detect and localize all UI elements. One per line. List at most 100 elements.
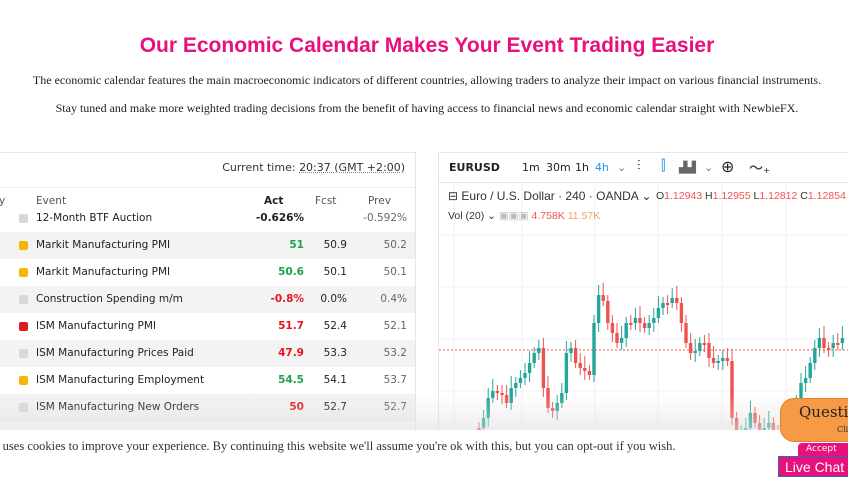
candle — [569, 348, 573, 353]
impact-icon — [19, 214, 28, 223]
candle — [638, 318, 642, 323]
candle — [587, 371, 592, 375]
candle — [642, 323, 647, 328]
interval-4h[interactable]: 4h — [595, 161, 609, 174]
cookie-banner: e uses cookies to improve your experienc… — [0, 430, 848, 477]
table-row[interactable]: Markit Manufacturing PMI 51 50.9 50.2 — [0, 232, 415, 259]
previous-value: 53.2 — [383, 347, 407, 359]
forecast-value: 50.1 — [323, 266, 347, 278]
candle — [615, 333, 619, 343]
candle — [583, 368, 587, 371]
chevron-down-icon[interactable]: ⌄ — [617, 161, 627, 174]
candle — [822, 338, 826, 348]
candle — [721, 358, 725, 361]
impact-icon — [19, 376, 28, 385]
previous-value: 50.1 — [383, 266, 407, 278]
interval-30m[interactable]: 30m — [546, 161, 571, 174]
previous-value: 53.7 — [383, 374, 407, 386]
live-chat-button[interactable]: Live Chat — [778, 456, 848, 477]
event-name: 12-Month BTF Auction — [36, 212, 153, 224]
table-row[interactable]: ISM Manufacturing Employment 54.5 54.1 5… — [0, 367, 415, 394]
candle — [711, 358, 716, 363]
forecast-value: 50.9 — [323, 239, 347, 251]
candle — [665, 303, 670, 305]
candle — [698, 343, 702, 351]
candle — [716, 361, 720, 363]
candle — [730, 361, 734, 418]
chart-legend: ⊟ Euro / U.S. Dollar · 240 · OANDA ⌄ — [448, 189, 652, 203]
actual-value: 51 — [289, 239, 304, 251]
candle — [592, 323, 596, 375]
event-name: Construction Spending m/m — [36, 293, 183, 305]
interval-1h[interactable]: 1h — [575, 161, 589, 174]
page-title: Our Economic Calendar Makes Your Event T… — [139, 34, 715, 57]
actual-value: 51.7 — [278, 320, 304, 332]
event-name: Markit Manufacturing PMI — [36, 266, 171, 278]
table-row[interactable]: Construction Spending m/m -0.8% 0.0% 0.4… — [0, 286, 415, 313]
price-chart[interactable]: EURUSD 1m 30m 1h 4h ⌄ ⫶ ⫿ ▟▟ ⌄ ⊕ 〜₊ ⊟ Eu… — [438, 152, 848, 433]
volume-legend: Vol (20) ⌄ ▣▣▣ 4.758K 11.57K — [448, 210, 601, 222]
candle — [527, 363, 532, 373]
previous-value: 50.2 — [383, 239, 407, 251]
candle — [840, 338, 845, 343]
intro-text-2: Stay tuned and make more weighted tradin… — [55, 101, 799, 115]
add-indicator-icon[interactable]: ⊕ — [721, 157, 735, 176]
current-time: Current time: 20:37 (GMT +2:00) — [222, 161, 405, 174]
candle — [610, 323, 615, 333]
candle — [532, 353, 536, 363]
event-name: ISM Manufacturing Employment — [36, 374, 205, 386]
candle — [601, 295, 605, 301]
candle — [702, 343, 707, 345]
question-bubble[interactable]: Questi Cli — [780, 398, 848, 442]
candle — [826, 348, 831, 350]
impact-icon — [19, 322, 28, 331]
chevron-down-icon[interactable]: ⌄ — [704, 161, 714, 174]
candle — [688, 343, 693, 353]
candle — [707, 343, 711, 358]
candle — [656, 308, 661, 318]
previous-value: -0.592% — [363, 212, 407, 224]
symbol[interactable]: EURUSD — [449, 161, 500, 174]
candle — [836, 343, 840, 345]
event-name: ISM Manufacturing Prices Paid — [36, 347, 194, 359]
actual-value: 50.6 — [278, 266, 304, 278]
candles-icon[interactable]: ⫿ — [661, 158, 666, 174]
candle — [624, 323, 628, 338]
candle — [808, 363, 812, 378]
table-row[interactable]: 12-Month BTF Auction -0.626% -0.592% — [0, 205, 415, 232]
forecast-value: 54.1 — [323, 374, 347, 386]
candle — [578, 363, 582, 368]
actual-value: -0.8% — [270, 293, 304, 305]
accept-button[interactable]: Accept — [798, 443, 848, 456]
candle — [495, 391, 500, 393]
candle — [523, 373, 527, 378]
candle — [817, 338, 822, 348]
overlay-fade — [0, 395, 848, 435]
forecast-value: 52.4 — [323, 320, 347, 332]
economic-calendar: Current time: 20:37 (GMT +2:00) y Event … — [0, 152, 416, 432]
forecast-value: 0.0% — [320, 293, 347, 305]
candle — [799, 383, 803, 403]
candle — [541, 348, 546, 388]
compare-icon[interactable]: 〜₊ — [749, 161, 771, 177]
candle — [803, 378, 808, 383]
candle — [725, 358, 730, 361]
table-header: y Event Act Fcst Prev — [0, 187, 415, 213]
event-name: ISM Manufacturing PMI — [36, 320, 157, 332]
forecast-value: 53.3 — [323, 347, 347, 359]
table-row[interactable]: ISM Manufacturing Prices Paid 47.9 53.3 … — [0, 340, 415, 367]
bar-chart-icon[interactable]: ⫶ — [637, 158, 641, 174]
previous-value: 0.4% — [380, 293, 407, 305]
interval-1m[interactable]: 1m — [522, 161, 540, 174]
candle — [596, 295, 601, 323]
previous-value: 52.1 — [383, 320, 407, 332]
candle — [633, 318, 638, 323]
candle — [693, 351, 697, 353]
candle — [647, 323, 651, 328]
table-row[interactable]: ISM Manufacturing PMI 51.7 52.4 52.1 — [0, 313, 415, 340]
area-chart-icon[interactable]: ▟▟ — [679, 161, 696, 174]
event-name: Markit Manufacturing PMI — [36, 239, 171, 251]
candle — [813, 348, 817, 363]
table-row[interactable]: Markit Manufacturing PMI 50.6 50.1 50.1 — [0, 259, 415, 286]
impact-icon — [19, 349, 28, 358]
